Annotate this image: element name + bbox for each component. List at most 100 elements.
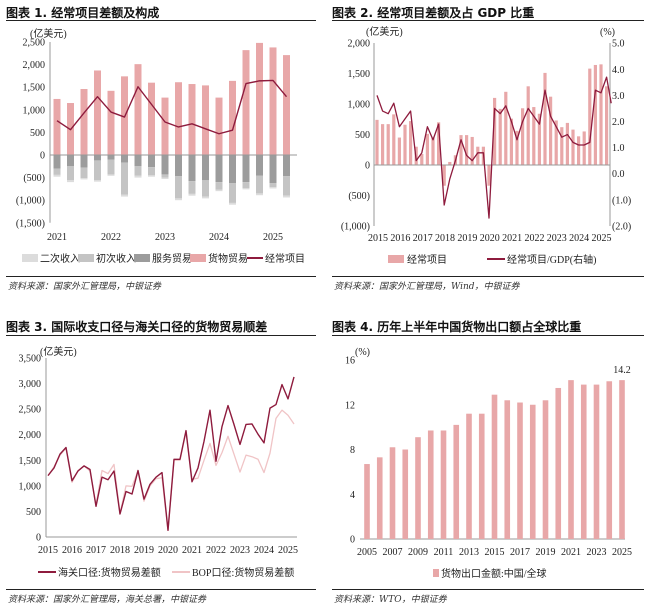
bar-current-account [409,121,413,165]
y-tick-label: 2,500 [23,38,46,49]
x-tick-label: 2016 [390,233,410,244]
legend-label: 经常项目/GDP(右轴) [507,253,596,266]
bar-export-share [415,437,421,539]
bar-secondary-income [188,193,196,196]
bar-current-account [532,107,536,165]
bar-current-account [420,154,424,165]
bar-goods-trade [148,82,155,155]
bar-current-account [392,114,396,165]
x-tick-label: 2021 [502,233,522,244]
divider [332,20,644,21]
y-tick-label: 0 [365,161,370,172]
bar-services-trade [148,155,155,168]
bar-current-account [493,97,497,165]
y-axis-unit: (亿美元) [30,27,67,40]
bar-export-share [580,384,587,539]
chart-4-title: 图表 4. 历年上半年中国货物出口额占全球比重 [332,320,582,334]
bar-secondary-income [269,187,277,189]
chart-1-source: 资料来源：国家外汇管理局，中银证券 [8,282,162,292]
x-tick-label: 2023 [230,545,250,556]
y-axis-unit: (%) [355,347,370,358]
y-tick-label: 0 [36,533,41,544]
bar-services-trade [80,155,88,168]
bar-current-account [571,129,575,165]
x-tick-label: 2021 [182,545,202,556]
x-tick-label: 2024 [569,233,589,244]
bar-current-account [442,165,446,186]
bar-primary-income [121,162,128,195]
bar-secondary-income [283,195,290,198]
y-tick-label: 1,500 [348,69,371,80]
bar-current-account [437,122,441,165]
bar-current-account [425,133,429,165]
bar-primary-income [134,166,142,176]
bar-primary-income [188,181,196,194]
legend-swatch [22,254,38,262]
y-tick-label: 3.0 [612,91,625,102]
bar-secondary-income [121,194,128,197]
bar-export-share [555,387,562,539]
y-tick-label: (500) [348,191,370,202]
y-tick-label: 3,500 [19,354,42,365]
x-tick-label: 2022 [101,232,121,243]
bar-current-account [375,119,379,165]
y-tick-label: 0 [40,151,45,162]
y-tick-label: 2,500 [19,405,42,416]
x-tick-label: 2013 [459,547,479,558]
x-tick-label: 2020 [480,233,500,244]
chart-4-source: 资料来源：WTO，中银证券 [334,595,447,605]
bar-current-account [565,122,569,165]
x-tick-label: 2019 [134,545,154,556]
bar-secondary-income [80,178,88,180]
x-tick-label: 2017 [86,545,106,556]
y-tick-label: 4 [350,490,355,501]
legend-swatch [78,254,94,262]
bar-export-share [376,457,383,539]
bar-export-share [606,381,613,539]
y-tick-label: 500 [355,130,370,141]
legend-label: 二次收入 [40,252,80,265]
y-tick-label: 2,000 [23,60,46,71]
y-axis-unit: (亿美元) [40,345,77,358]
y-tick-label: 12 [345,400,355,411]
legend-label: 初次收入 [96,252,136,265]
bar-export-share [568,380,574,539]
bar-current-account [459,135,463,165]
y-tick-label: 3,000 [19,379,42,390]
bar-primary-income [80,167,88,179]
bar-current-account [560,127,564,165]
bar-current-account [521,108,525,165]
bar-services-trade [215,155,223,183]
data-label: 14.2 [613,365,631,376]
bar-current-account [431,137,435,165]
x-tick-label: 2025 [592,233,612,244]
bar-export-share [542,400,549,539]
divider [6,276,316,277]
bar-primary-income [175,176,182,199]
bar-current-account [526,86,530,165]
bar-current-account [588,68,592,165]
bar-secondary-income [215,189,223,192]
bar-secondary-income [175,198,182,201]
x-tick-label: 2007 [383,547,403,558]
y-tick-label: 1,500 [19,456,42,467]
y-tick-label: 2.0 [612,117,625,128]
bar-secondary-income [67,180,74,183]
bar-export-share [593,384,600,539]
y-tick-label: (1,000) [341,222,370,233]
y-tick-label: 2,000 [19,430,42,441]
bar-current-account [465,135,469,165]
chart-2-title: 图表 2. 经常项目差额及占 GDP 比重 [332,6,535,20]
bar-current-account [487,165,491,186]
bar-current-account [470,136,474,165]
bar-current-account [605,86,609,165]
bar-primary-income [269,183,277,188]
bar-export-share [619,380,625,539]
bar-secondary-income [94,180,101,182]
bar-current-account [593,64,597,165]
x-tick-label: 2017 [413,233,433,244]
y-tick-label: (1,000) [16,196,45,207]
x-tick-label: 2024 [209,232,229,243]
bar-services-trade [94,155,101,161]
